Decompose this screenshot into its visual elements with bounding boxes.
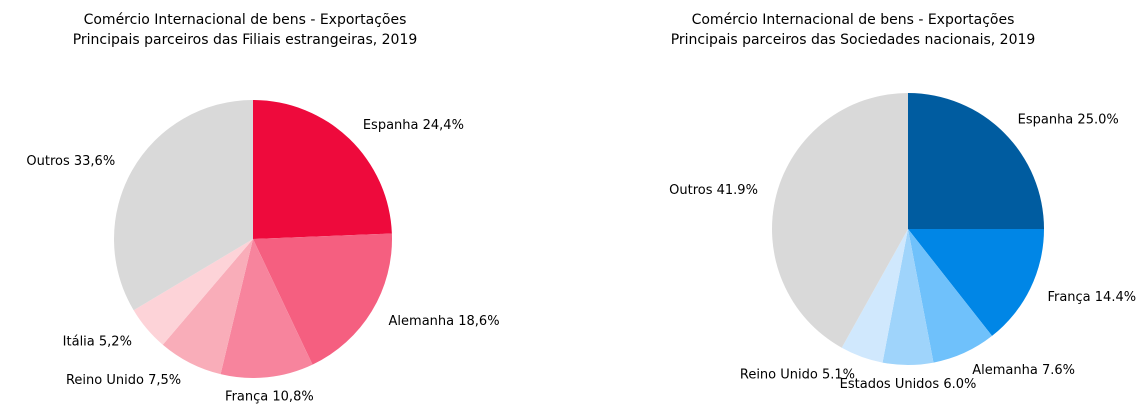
- pie-chart: Comércio Internacional de bens - Exporta…: [669, 12, 1136, 392]
- slice-label-value: 33,6%: [74, 153, 115, 168]
- slice-label-value: 6.0%: [943, 377, 976, 392]
- slice-label-value: 24,4%: [423, 117, 464, 132]
- chart-subtitle: Principais parceiros das Filiais estrang…: [73, 32, 418, 48]
- pie-slice: [253, 100, 392, 239]
- slice-label-value: 5,2%: [99, 334, 132, 349]
- pie-slice: [841, 229, 908, 363]
- slice-label-name: Espanha: [363, 117, 419, 132]
- slice-label-name: Estados Unidos: [840, 377, 940, 392]
- slice-label-value: 14.4%: [1095, 289, 1136, 304]
- slice-label-name: França: [1047, 289, 1090, 304]
- pie-slice: [113, 100, 253, 311]
- chart-title: Comércio Internacional de bens - Exporta…: [692, 12, 1015, 28]
- slice-label-value: 7,5%: [148, 373, 181, 388]
- slice-label: Alemanha 18,6%: [389, 314, 500, 329]
- pie-slice: [133, 239, 253, 345]
- slice-label-value: 7.6%: [1042, 363, 1075, 378]
- slice-label: Outros 41.9%: [669, 182, 758, 197]
- slice-label: Espanha 25.0%: [1018, 112, 1119, 127]
- chart-subtitle: Principais parceiros das Sociedades naci…: [671, 32, 1036, 48]
- pie-slice: [772, 93, 908, 348]
- chart-title: Comércio Internacional de bens - Exporta…: [84, 12, 407, 28]
- slice-label-name: França: [225, 389, 268, 404]
- slice-label-name: Itália: [63, 334, 95, 349]
- slice-label: Estados Unidos 6.0%: [840, 377, 977, 392]
- slice-label-name: Reino Unido: [66, 373, 144, 388]
- slice-label: Reino Unido 5.1%: [740, 367, 855, 382]
- pie-slice: [220, 239, 313, 378]
- slice-label: França 10,8%: [225, 389, 314, 404]
- slice-label: Espanha 24,4%: [363, 117, 464, 132]
- pie-chart: Comércio Internacional de bens - Exporta…: [26, 12, 499, 404]
- slice-label-value: 18,6%: [458, 314, 499, 329]
- slice-label-value: 5.1%: [822, 367, 855, 382]
- slice-label-name: Espanha: [1018, 112, 1074, 127]
- slice-label-name: Alemanha: [972, 363, 1038, 378]
- slice-label: Itália 5,2%: [63, 334, 132, 349]
- slice-label-value: 41.9%: [717, 182, 758, 197]
- slice-label: França 14.4%: [1047, 289, 1136, 304]
- pie-slice: [908, 93, 1044, 229]
- pie-slice: [882, 229, 934, 365]
- pie-slice: [162, 239, 253, 375]
- slice-label-name: Reino Unido: [740, 367, 818, 382]
- pie-slice: [908, 229, 1044, 336]
- slice-label: Reino Unido 7,5%: [66, 373, 181, 388]
- slice-label-name: Alemanha: [389, 314, 455, 329]
- slice-label: Alemanha 7.6%: [972, 363, 1075, 378]
- slice-label-value: 10,8%: [272, 389, 313, 404]
- slice-label: Outros 33,6%: [26, 153, 115, 168]
- slice-label-name: Outros: [669, 182, 713, 197]
- pie-slice: [908, 229, 993, 363]
- pie-slice: [253, 233, 392, 365]
- slice-label-name: Outros: [26, 153, 70, 168]
- slice-label-value: 25.0%: [1077, 112, 1118, 127]
